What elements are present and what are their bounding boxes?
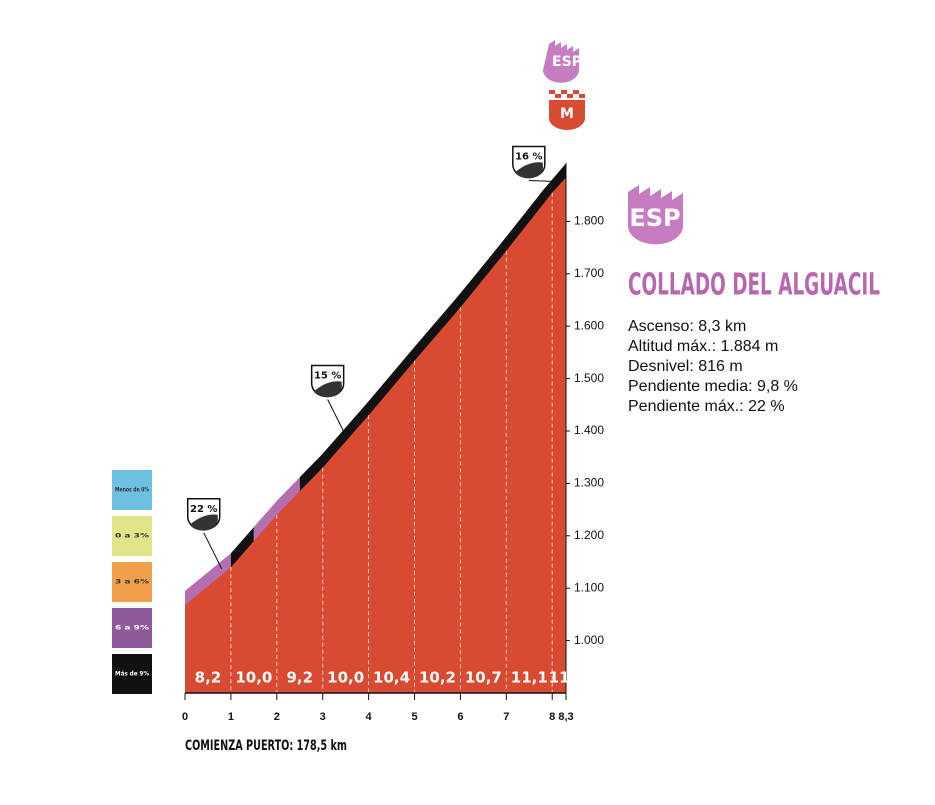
legend-label: 3 a 6%: [115, 579, 149, 586]
y-tick-label: 1.700: [574, 266, 604, 280]
x-tick-label: 5: [411, 711, 417, 723]
gradient-label: 10,4: [373, 669, 410, 687]
y-tick-label: 1.400: [574, 423, 604, 437]
max-gradient-pin: 16 %: [512, 145, 557, 183]
legend-label: 6 a 9%: [115, 625, 149, 632]
stat-line: Desnivel: 816 m: [628, 358, 743, 375]
country-label: ESP: [629, 204, 680, 232]
gradient-band: [253, 477, 300, 543]
climb-title: COLLADO DEL ALGUACIL: [628, 268, 880, 303]
gradient-label: 10,0: [235, 669, 272, 687]
x-tick-label: 2: [274, 711, 280, 723]
country-badge-small: ESP: [543, 40, 582, 83]
y-tick-label: 1.000: [574, 633, 604, 647]
category-label: M: [560, 106, 574, 122]
gradient-label: 10,0: [327, 669, 364, 687]
legend-label: 0 a 3%: [115, 533, 149, 540]
x-tick-label: 8,3: [558, 711, 573, 723]
stat-line: Ascenso: 8,3 km: [628, 318, 746, 335]
x-tick-label: 1: [228, 711, 234, 723]
gradient-band: [299, 163, 566, 493]
x-tick-label: 0: [182, 711, 188, 723]
legend-swatch: [112, 516, 152, 556]
x-tick-label: 7: [503, 711, 509, 723]
legend-swatch: [112, 654, 152, 694]
elevation-area: [185, 177, 566, 693]
max-gradient-pin: 15 %: [310, 364, 347, 436]
gradient-label: 11,1: [511, 669, 548, 687]
gradient-label: 11: [549, 669, 570, 687]
category-badge: M: [549, 90, 585, 130]
legend-swatch: [112, 470, 152, 510]
footer: COMIENZA PUERTO: 178,5 km: [185, 738, 347, 754]
gradient-band: [230, 527, 254, 569]
gradient-label: 10,2: [419, 669, 456, 687]
x-tick-label: 8: [549, 711, 555, 723]
pin-leader: [203, 532, 223, 570]
y-tick-label: 1.300: [574, 476, 604, 490]
y-tick-label: 1.800: [574, 214, 604, 228]
x-tick-label: 6: [457, 711, 463, 723]
gradient-label: 8,2: [195, 669, 222, 687]
pin-leader: [327, 399, 347, 436]
pin-label: 22 %: [190, 504, 217, 515]
pin-label: 15 %: [314, 370, 341, 381]
pin-slope: [514, 162, 544, 179]
pin-label: 16 %: [515, 152, 542, 163]
pin-slope: [313, 381, 342, 398]
y-tick-label: 1.100: [574, 580, 604, 594]
gradient-band: [185, 553, 231, 606]
legend-label: Menos de 0%: [115, 487, 149, 494]
legend-swatch: [112, 608, 152, 648]
stat-line: Pendiente media: 9,8 %: [628, 378, 798, 395]
max-gradient-pin: 22 %: [186, 498, 223, 570]
gradient-label: 9,2: [286, 669, 313, 687]
pin-slope: [189, 514, 218, 531]
legend-label: Más de 9%: [115, 671, 149, 678]
pin-leader: [528, 180, 557, 183]
x-tick-label: 3: [320, 711, 326, 723]
y-tick-label: 1.200: [574, 528, 604, 542]
y-tick-label: 1.600: [574, 318, 604, 332]
y-tick-label: 1.500: [574, 371, 604, 385]
gradient-label: 10,7: [465, 669, 502, 687]
stat-line: Altitud máx.: 1.884 m: [628, 338, 778, 355]
stat-line: Pendiente máx.: 22 %: [628, 398, 785, 415]
country-label: ESP: [552, 54, 582, 70]
legend-swatch: [112, 562, 152, 602]
x-tick-label: 4: [366, 711, 373, 723]
country-badge-large: ESP: [628, 185, 683, 245]
